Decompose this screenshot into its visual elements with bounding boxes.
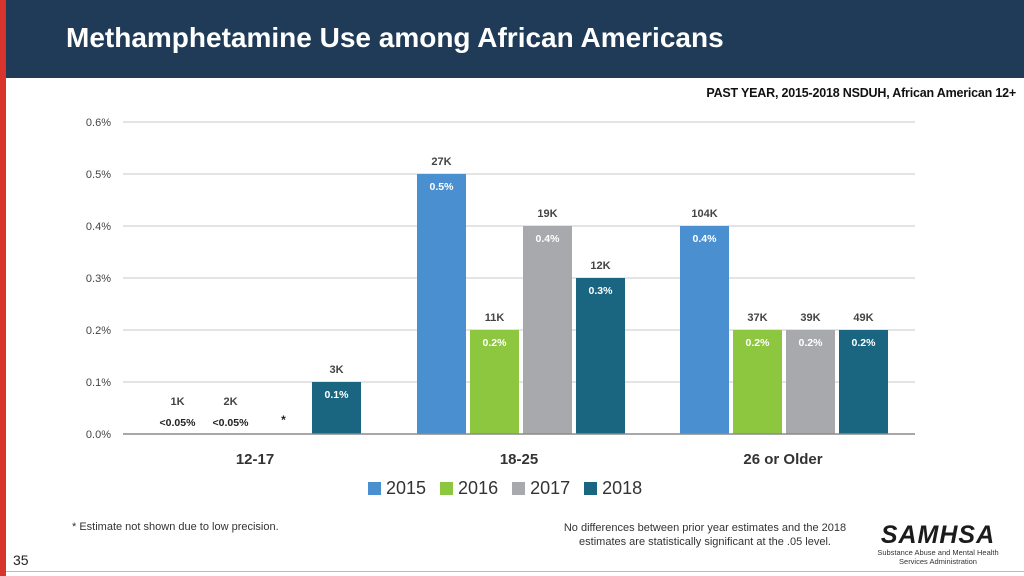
y-tick-label: 0.6% bbox=[86, 117, 111, 129]
y-tick-label: 0.0% bbox=[86, 429, 111, 441]
bar-count-label: 2K bbox=[223, 396, 237, 408]
legend-label-2015: 2015 bbox=[386, 478, 427, 498]
samhsa-logo: SAMHSA Substance Abuse and Mental Health… bbox=[868, 522, 1008, 566]
legend-item-2018: 2018 bbox=[584, 478, 642, 499]
bar-value-label: 0.2% bbox=[852, 337, 877, 349]
bar-value-label: <0.05% bbox=[160, 417, 197, 429]
bar-count-label: 12K bbox=[590, 260, 610, 272]
samhsa-logo-text: SAMHSA bbox=[880, 521, 996, 549]
legend-label-2016: 2016 bbox=[458, 478, 499, 498]
bar bbox=[523, 226, 572, 434]
bar-count-label: 11K bbox=[485, 312, 505, 324]
bar-count-label: 27K bbox=[431, 156, 451, 168]
bar-value-label: 0.4% bbox=[536, 233, 561, 245]
bar bbox=[470, 330, 519, 434]
bar-value-label: 0.2% bbox=[746, 337, 771, 349]
legend-label-2018: 2018 bbox=[602, 478, 643, 498]
legend-item-2015: 2015 bbox=[368, 478, 426, 499]
legend-swatch-2018 bbox=[584, 482, 598, 495]
suppressed-estimate-marker: * bbox=[281, 413, 286, 427]
bottom-divider bbox=[6, 571, 1024, 572]
bar bbox=[576, 278, 625, 434]
footnote-low-precision: * Estimate not shown due to low precisio… bbox=[72, 521, 279, 533]
y-tick-label: 0.4% bbox=[86, 221, 111, 233]
bar bbox=[680, 226, 729, 434]
bar-chart: 0.0% 0.1% 0.2% 0.3% 0.4% 0.5% 0.6% <0.05% 1K 0.5%… bbox=[86, 117, 915, 468]
legend-label-2017: 2017 bbox=[530, 478, 571, 498]
bar bbox=[786, 330, 835, 434]
samhsa-logo-subtitle: Substance Abuse and Mental Health Servic… bbox=[868, 548, 1008, 566]
bar-value-label: 0.3% bbox=[589, 285, 614, 297]
y-tick-label: 0.2% bbox=[86, 325, 111, 337]
legend-item-2017: 2017 bbox=[512, 478, 570, 499]
left-accent-stripe bbox=[0, 0, 6, 576]
bar-value-label: 0.4% bbox=[693, 233, 718, 245]
footnote-significance-line1: No differences between prior year estima… bbox=[563, 522, 847, 534]
bar-count-label: 104K bbox=[691, 208, 717, 220]
bar-count-label: 19K bbox=[537, 208, 557, 220]
bar-value-label: 0.5% bbox=[430, 181, 455, 193]
x-category-label: 18-25 bbox=[500, 451, 538, 468]
bar bbox=[839, 330, 888, 434]
footnote-significance: No differences between prior year estima… bbox=[560, 521, 850, 549]
bar bbox=[312, 382, 361, 434]
slide-header: Methamphetamine Use among African Americ… bbox=[6, 0, 1024, 78]
chart-subtitle: PAST YEAR, 2015-2018 NSDUH, African Amer… bbox=[706, 86, 1016, 100]
bar-value-label: 0.1% bbox=[325, 389, 350, 401]
slide-title: Methamphetamine Use among African Americ… bbox=[66, 22, 724, 53]
legend-swatch-2015 bbox=[368, 482, 381, 495]
bar-count-label: 37K bbox=[747, 312, 767, 324]
bar-count-label: 3K bbox=[329, 364, 343, 376]
bar-value-label: <0.05% bbox=[213, 417, 250, 429]
bar bbox=[733, 330, 782, 434]
legend-swatch-2016 bbox=[440, 482, 454, 495]
y-tick-label: 0.3% bbox=[86, 273, 111, 285]
y-tick-label: 0.5% bbox=[86, 169, 111, 181]
footnote-significance-line2: estimates are statistically significant … bbox=[579, 536, 831, 548]
samhsa-logo-sub-line2: Services Administration bbox=[899, 557, 977, 566]
x-category-label: 26 or Older bbox=[743, 451, 822, 468]
x-category-label: 12-17 bbox=[236, 451, 274, 468]
legend-swatch-2017 bbox=[512, 482, 526, 495]
bar-value-label: 0.2% bbox=[483, 337, 508, 349]
chart-legend: 2015 2016 2017 2018 bbox=[368, 478, 642, 499]
page-number: 35 bbox=[13, 552, 29, 568]
samhsa-logo-sub-line1: Substance Abuse and Mental Health bbox=[877, 548, 999, 557]
legend-item-2016: 2016 bbox=[440, 478, 498, 499]
bar-count-label: 49K bbox=[853, 312, 873, 324]
bar-value-label: 0.2% bbox=[799, 337, 824, 349]
bar bbox=[417, 174, 466, 434]
bar-count-label: 39K bbox=[800, 312, 820, 324]
bar-count-label: 1K bbox=[170, 396, 184, 408]
y-tick-label: 0.1% bbox=[86, 377, 111, 389]
